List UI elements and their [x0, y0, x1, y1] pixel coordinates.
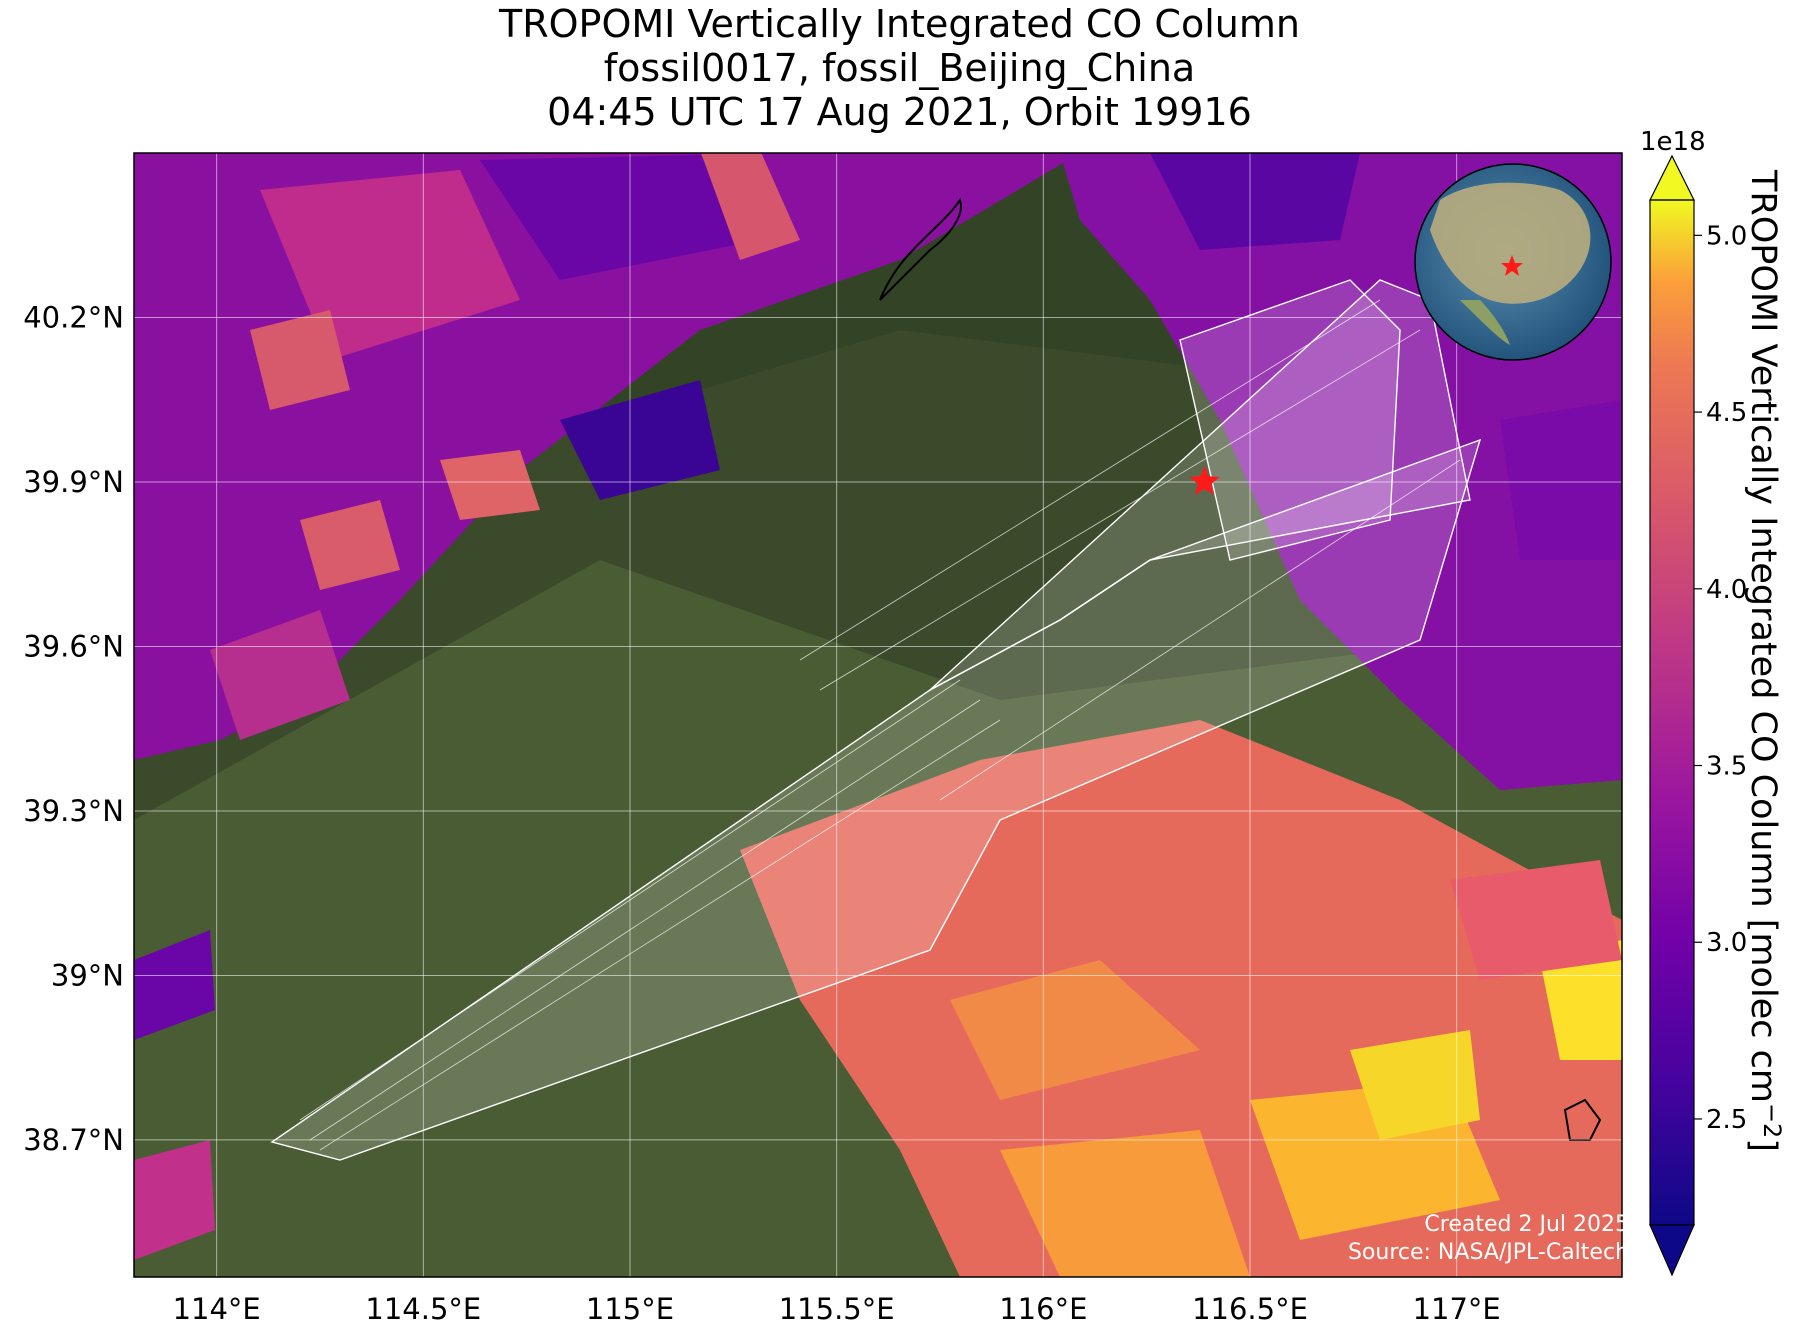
map-panel[interactable] [134, 150, 1622, 1277]
colorbar-tick-label: 3.5 [1706, 752, 1747, 782]
lat-tick-label: 39°N [51, 958, 124, 992]
colorbar-tick-label: 4.0 [1706, 575, 1747, 605]
lat-tick-label: 38.7°N [23, 1123, 124, 1157]
co-pixels-south [740, 720, 1622, 1277]
lat-tick-label: 39.6°N [23, 629, 124, 663]
title-line-1: TROPOMI Vertically Integrated CO Column [499, 2, 1300, 46]
colorbar-tick-label: 3.0 [1706, 928, 1747, 958]
colorbar-tick-label: 4.5 [1706, 398, 1747, 428]
colorbar-tick-label: 2.5 [1706, 1105, 1747, 1135]
colorbar-tick-label: 5.0 [1706, 221, 1747, 251]
reservoir-outline [879, 197, 962, 301]
title-line-3: 04:45 UTC 17 Aug 2021, Orbit 19916 [547, 90, 1252, 134]
lon-tick-label: 116.5°E [1192, 1292, 1308, 1325]
coastline-outline [1563, 1098, 1602, 1141]
inset-globe [1414, 163, 1612, 361]
credit-source: Source: NASA/JPL-Caltech [1347, 1240, 1629, 1265]
title-line-2: fossil0017, fossil_Beijing_China [603, 46, 1196, 90]
co-pixels-west-edge [134, 930, 215, 1040]
lon-tick-label: 114.5°E [365, 1292, 481, 1325]
lon-tick-label: 115.5°E [779, 1292, 895, 1325]
colorbar-label: TROPOMI Vertically Integrated CO Column … [1743, 169, 1786, 1152]
lon-tick-label: 115°E [586, 1292, 674, 1325]
globe-target-star-icon [1501, 255, 1523, 276]
colorbar: 1e18 2.5 3.0 3.5 4.0 4.5 5.0 TROPOMI Vertical… [1640, 127, 1786, 1277]
lon-tick-label: 114°E [173, 1292, 261, 1325]
longitude-tick-labels: 114°E 114.5°E 115°E 115.5°E 116°E 116.5°E 117°… [173, 1292, 1501, 1325]
credit-created: Created 2 Jul 2025 [1424, 1212, 1629, 1237]
target-star-icon[interactable] [1189, 466, 1220, 495]
colorbar-extend-min [1649, 1224, 1695, 1277]
lat-tick-label: 39.9°N [23, 465, 124, 499]
co-pixels-northwest [134, 153, 1080, 760]
map-border [133, 152, 1623, 1278]
lon-tick-label: 116°E [999, 1292, 1087, 1325]
lat-tick-label: 39.3°N [23, 794, 124, 828]
swath-gridlines [299, 299, 1461, 1151]
lat-tick-label: 40.2°N [23, 300, 124, 334]
colorbar-extend-max [1649, 154, 1695, 201]
colorbar-tick-labels: 2.5 3.0 3.5 4.0 4.5 5.0 [1694, 221, 1747, 1135]
lon-tick-label: 117°E [1413, 1292, 1501, 1325]
co-pixels-southwest [134, 1140, 215, 1260]
colorbar-exponent: 1e18 [1640, 127, 1706, 157]
latitude-tick-labels: 40.2°N 39.9°N 39.6°N 39.3°N 39°N 38.7°N [23, 300, 124, 1156]
